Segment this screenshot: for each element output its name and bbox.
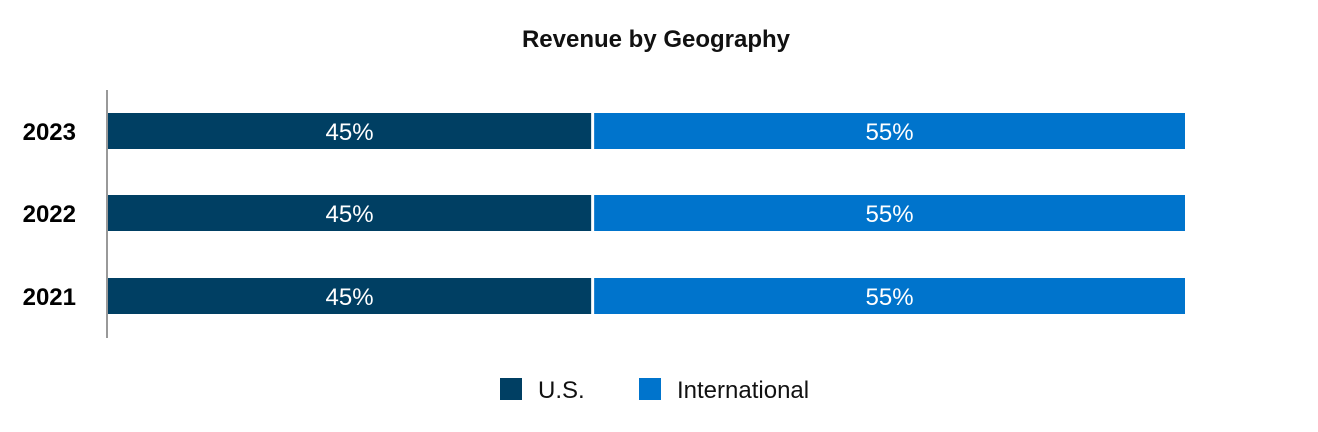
data-label-international-2022: 55% — [866, 201, 914, 228]
category-label-2021: 2021 — [23, 284, 76, 311]
legend-swatch-u-s — [500, 378, 522, 400]
legend-label-u-s: U.S. — [538, 377, 585, 404]
legend: U.S. International — [500, 377, 809, 404]
data-label-international-2023: 55% — [866, 119, 914, 146]
chart-title: Revenue by Geography — [522, 26, 791, 53]
data-label-international-2021: 55% — [866, 284, 914, 311]
bar-international-2022 — [594, 195, 1185, 231]
data-label-u-s-2022: 45% — [326, 201, 374, 228]
bars-group: 2023 45% 55% 2022 45% 55% 2021 45% 55% — [23, 113, 1185, 314]
category-label-2022: 2022 — [23, 201, 76, 228]
legend-label-international: International — [677, 377, 809, 404]
bar-u-s-2022 — [108, 195, 592, 231]
bar-u-s-2021 — [108, 278, 592, 314]
legend-swatch-international — [639, 378, 661, 400]
data-label-u-s-2023: 45% — [326, 119, 374, 146]
category-label-2023: 2023 — [23, 119, 76, 146]
data-label-u-s-2021: 45% — [326, 284, 374, 311]
bar-international-2023 — [594, 113, 1185, 149]
bar-u-s-2023 — [108, 113, 592, 149]
bar-international-2021 — [594, 278, 1185, 314]
